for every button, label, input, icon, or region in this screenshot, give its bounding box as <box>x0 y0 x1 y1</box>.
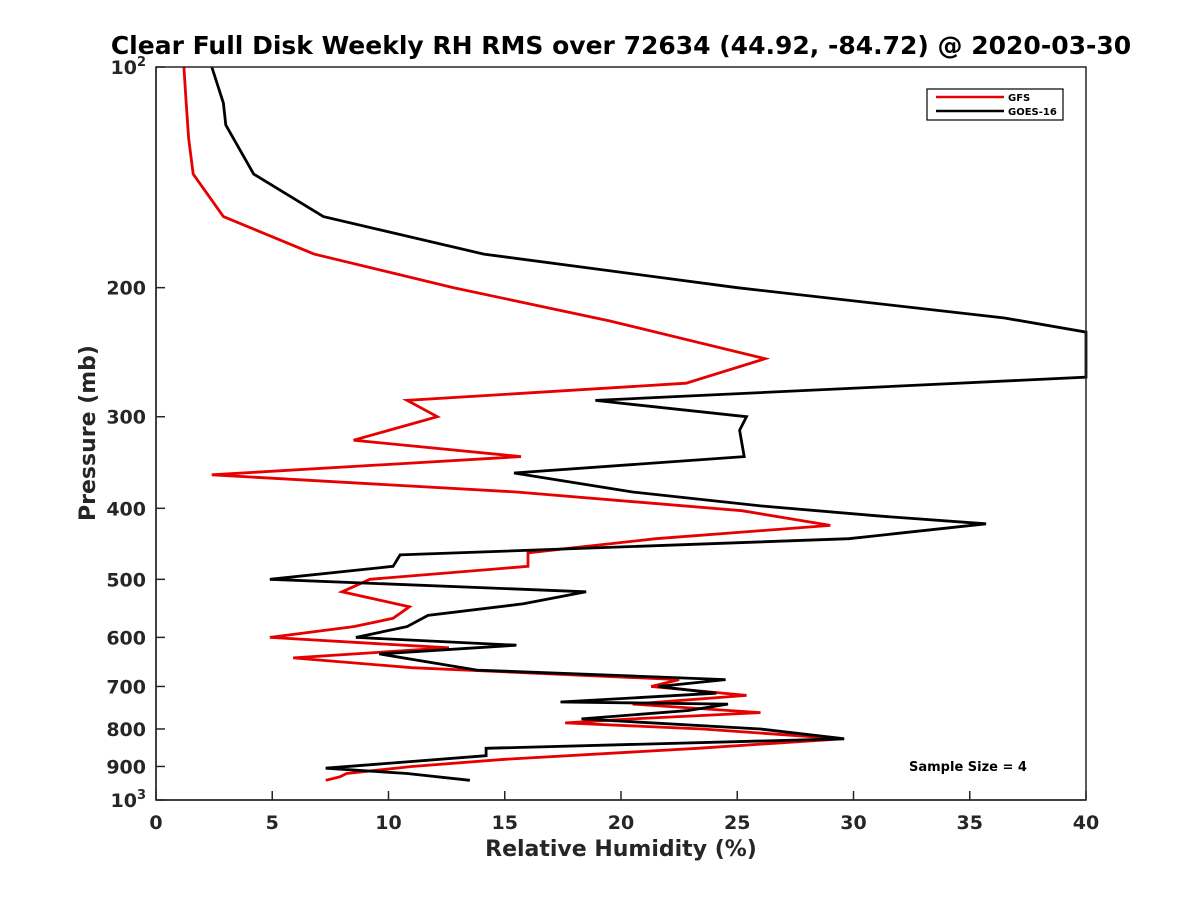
x-tick-label: 5 <box>266 812 279 834</box>
y-tick-label: 102 <box>111 55 147 79</box>
x-tick-label: 20 <box>608 812 634 834</box>
x-tick-label: 10 <box>375 812 401 834</box>
x-tick-label: 40 <box>1073 812 1099 834</box>
plot-area <box>155 66 1088 801</box>
legend-label: GFS <box>1008 93 1030 104</box>
chart-title: Clear Full Disk Weekly RH RMS over 72634… <box>111 31 1131 60</box>
x-tick-label: 15 <box>492 812 518 834</box>
series-line-goes-16 <box>210 66 1088 782</box>
y-tick-label: 600 <box>106 627 146 649</box>
legend-label: GOES-16 <box>1008 107 1057 118</box>
y-tick-label: 300 <box>106 407 146 429</box>
x-axis-ticks: 0 5 10 15 20 25 30 35 40 <box>149 791 1099 834</box>
legend-box <box>926 88 1064 121</box>
y-tick-label: 900 <box>106 756 146 778</box>
y-axis-label: Pressure (mb) <box>76 345 101 521</box>
x-tick-label: 25 <box>724 812 750 834</box>
x-tick-label: 30 <box>840 812 866 834</box>
series-line-gfs <box>182 66 842 782</box>
x-tick-label: 35 <box>957 812 983 834</box>
y-tick-label: 200 <box>106 278 146 300</box>
y-tick-label: 800 <box>106 719 146 741</box>
sample-size-annotation: Sample Size = 4 <box>909 760 1027 775</box>
x-tick-label: 0 <box>149 812 162 834</box>
series-layer <box>182 66 1088 782</box>
plot-background <box>156 67 1086 800</box>
y-tick-label: 500 <box>106 569 146 591</box>
legend: GFS GOES-16 <box>926 88 1064 121</box>
y-tick-label: 103 <box>111 788 147 812</box>
legend-items: GFS GOES-16 <box>936 93 1057 118</box>
y-tick-label: 700 <box>106 676 146 698</box>
y-tick-label: 400 <box>106 498 146 520</box>
x-axis-label: Relative Humidity (%) <box>485 837 757 862</box>
y-axis-ticks: 102 200 300 400 500 600 700 800 900 103 <box>106 55 165 812</box>
